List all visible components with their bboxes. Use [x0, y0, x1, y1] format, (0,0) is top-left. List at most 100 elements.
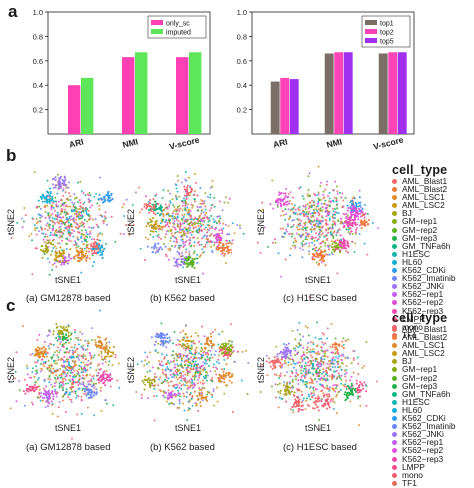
cell-point — [68, 192, 70, 194]
cell-point — [206, 363, 208, 365]
cell-point — [330, 362, 332, 364]
cell-point — [170, 360, 172, 362]
cell-point — [92, 218, 94, 220]
cell-point — [102, 348, 104, 350]
cell-point — [171, 232, 173, 234]
cell-point — [305, 362, 307, 364]
cell-point — [341, 359, 343, 361]
cell-point — [189, 232, 191, 234]
cell-point — [297, 379, 299, 381]
cell-point — [178, 258, 180, 260]
cell-point — [179, 372, 181, 374]
cell-point — [284, 233, 286, 235]
cell-point — [67, 187, 69, 189]
cell-point — [343, 347, 345, 349]
cell-point — [215, 350, 217, 352]
cell-point — [42, 201, 44, 203]
cell-point — [222, 355, 224, 357]
cell-point — [203, 387, 205, 389]
cell-point — [55, 179, 57, 181]
cell-point — [196, 395, 198, 397]
cell-point — [43, 365, 45, 367]
cell-point — [47, 392, 49, 394]
cell-point — [364, 243, 366, 245]
cell-point — [225, 247, 227, 249]
cell-point — [170, 370, 172, 372]
cell-point — [149, 234, 151, 236]
cell-point — [41, 215, 43, 217]
cell-point — [26, 367, 28, 369]
cell-point — [170, 402, 172, 404]
cell-point — [85, 349, 87, 351]
cell-point — [348, 229, 350, 231]
cell-point — [325, 379, 327, 381]
cell-point — [300, 379, 302, 381]
cell-point — [205, 209, 207, 211]
cell-point — [77, 208, 79, 210]
cell-point — [177, 263, 179, 265]
cell-point — [317, 224, 319, 226]
cell-point — [310, 228, 312, 230]
cell-point — [333, 230, 335, 232]
cell-point — [312, 215, 314, 217]
cell-point — [282, 236, 284, 238]
cell-point — [183, 337, 185, 339]
cell-point — [174, 216, 176, 218]
cell-point — [323, 260, 325, 262]
cell-point — [216, 241, 218, 243]
cell-point — [353, 359, 355, 361]
cell-point — [341, 374, 343, 376]
cell-point — [38, 206, 40, 208]
cell-point — [144, 379, 146, 381]
cell-point — [315, 358, 317, 360]
cell-point — [182, 383, 184, 385]
cell-point — [230, 249, 232, 251]
cell-point — [42, 400, 44, 402]
cell-point — [187, 372, 189, 374]
cell-point — [160, 222, 162, 224]
cell-point — [216, 239, 218, 241]
bar-only_sc-NMI — [122, 57, 134, 134]
cell-point — [223, 201, 225, 203]
cell-point — [327, 232, 329, 234]
cell-point — [295, 209, 297, 211]
cell-point — [191, 344, 193, 346]
cell-point — [108, 376, 110, 378]
cell-point — [170, 229, 172, 231]
cell-point — [213, 244, 215, 246]
cell-point — [68, 229, 70, 231]
cell-point — [179, 356, 181, 358]
cell-point — [232, 239, 234, 241]
cell-point — [356, 224, 358, 226]
cell-point — [324, 245, 326, 247]
cell-point — [70, 223, 72, 225]
cell-point — [105, 194, 107, 196]
cell-point — [67, 199, 69, 201]
cell-point — [177, 175, 179, 177]
cell-point — [335, 387, 337, 389]
cell-point — [197, 382, 199, 384]
y-axis-label: tSNE2 — [126, 357, 136, 383]
cell-point — [287, 364, 289, 366]
cell-point — [152, 366, 154, 368]
cell-point — [332, 200, 334, 202]
cell-point — [150, 224, 152, 226]
cell-point — [303, 198, 305, 200]
x-axis-label: tSNE1 — [175, 275, 201, 285]
cell-point — [45, 385, 47, 387]
cell-point — [171, 394, 173, 396]
cell-point — [112, 404, 114, 406]
cell-point — [203, 351, 205, 353]
cell-point — [326, 363, 328, 365]
cell-point — [352, 205, 354, 207]
cell-point — [78, 395, 80, 397]
cell-point — [221, 331, 223, 333]
cell-point — [310, 360, 312, 362]
cell-point — [62, 333, 64, 335]
cell-point — [175, 232, 177, 234]
cell-point — [46, 195, 48, 197]
cell-point — [173, 257, 175, 259]
cell-point — [177, 215, 179, 217]
cell-point — [324, 353, 326, 355]
